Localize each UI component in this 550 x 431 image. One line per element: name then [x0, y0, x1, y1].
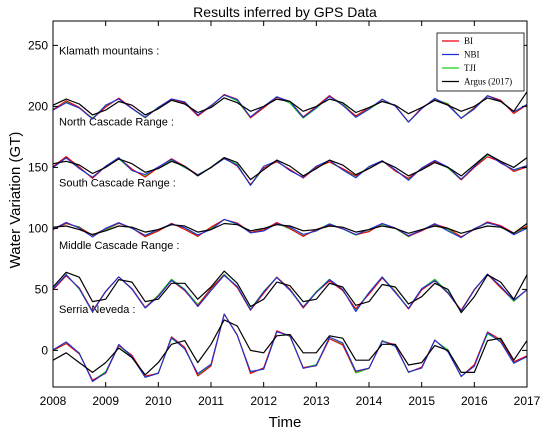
- y-tick-label-0: 0: [41, 343, 48, 357]
- series-nbi-region-2: [52, 218, 528, 239]
- x-tick-label-2017: 2017: [514, 394, 541, 408]
- x-tick-label-2011: 2011: [198, 394, 224, 408]
- x-tick-label-2012: 2012: [250, 394, 277, 408]
- axes: [52, 20, 528, 388]
- ticks: 2008 2009 2010 2011 2012 2013 2014 2015 2016 2017…: [28, 21, 541, 408]
- series-argus-region-4: [52, 319, 528, 376]
- y-tick-label-100: 100: [28, 221, 48, 235]
- series-argus-region-3: [52, 270, 528, 314]
- series-nbi-region-3: [52, 273, 528, 313]
- legend-label-1: NBI: [464, 50, 480, 60]
- series-argus-region-1: [52, 153, 528, 181]
- region-label-4: Serria Neveda :: [59, 304, 135, 316]
- legend-label-2: TJI: [464, 63, 476, 73]
- y-tick-label-250: 250: [28, 38, 48, 52]
- region-labels: Klamath mountains : North Cascade Range :…: [59, 46, 179, 316]
- plot-lines: [52, 91, 528, 383]
- x-tick-label-2016: 2016: [461, 394, 488, 408]
- x-tick-label-2015: 2015: [408, 394, 435, 408]
- y-tick-label-50: 50: [35, 282, 49, 296]
- x-tick-label-2010: 2010: [145, 394, 172, 408]
- y-tick-label-150: 150: [28, 160, 48, 174]
- region-label-2: South Cascade Range :: [59, 178, 176, 190]
- region-label-0: Klamath mountains :: [59, 46, 159, 58]
- y-axis-label: Water Variation (GT): [7, 132, 24, 269]
- x-tick-label-2014: 2014: [356, 394, 383, 408]
- legend-label-3: Argus (2017): [464, 77, 512, 87]
- x-tick-label-2013: 2013: [303, 394, 330, 408]
- x-axis-label: Time: [269, 414, 302, 431]
- chart-title: Results inferred by GPS Data: [193, 4, 377, 20]
- legend: BI NBI TJI Argus (2017): [436, 32, 525, 92]
- x-tick-label-2009: 2009: [92, 394, 119, 408]
- plot-frame: [52, 20, 528, 388]
- y-tick-label-200: 200: [28, 99, 48, 113]
- region-label-3: Middle Cascade Range :: [59, 240, 179, 252]
- x-tick-label-2008: 2008: [40, 394, 67, 408]
- region-label-1: North Cascade Range :: [59, 117, 174, 129]
- legend-label-0: BI: [464, 36, 473, 46]
- series-argus-region-2: [52, 222, 528, 236]
- series-argus-region-0: [52, 91, 528, 116]
